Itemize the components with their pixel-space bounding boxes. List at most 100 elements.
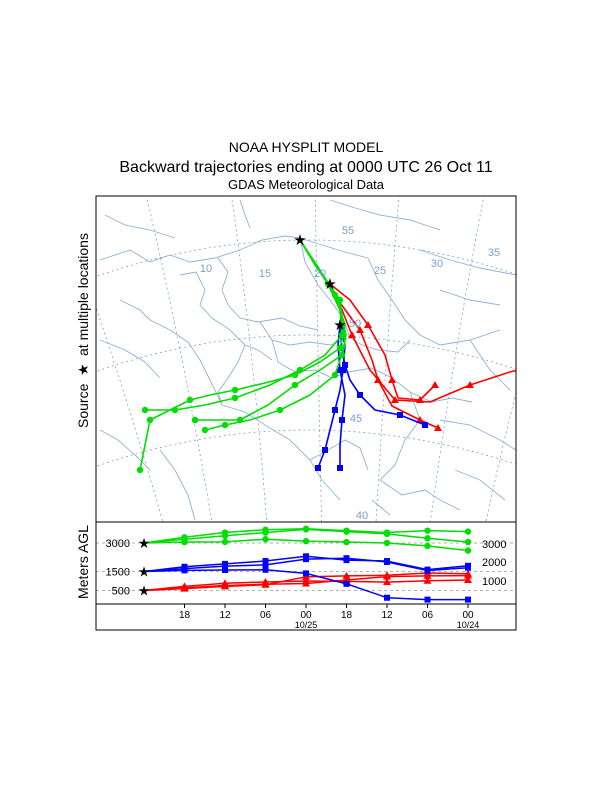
trajectory-line	[337, 324, 346, 468]
source-label-group: Source ★ at multiple locations	[75, 233, 91, 428]
start-star: ★	[138, 535, 151, 551]
square-marker	[342, 362, 348, 368]
square-marker	[332, 407, 338, 413]
time-tick-label: 18	[341, 610, 353, 621]
circle-marker	[231, 386, 239, 394]
triangle-marker	[536, 361, 544, 368]
country-border	[179, 271, 206, 306]
time-tick-label: 12	[219, 610, 231, 621]
source-star: ★	[323, 276, 336, 293]
triangle-marker	[558, 361, 566, 368]
circle-marker	[302, 526, 310, 533]
square-marker	[357, 392, 363, 398]
time-tick-label: 00	[462, 610, 474, 621]
height-axis-label: Meters AGL	[75, 525, 91, 599]
square-marker	[181, 565, 188, 572]
square-marker	[322, 447, 328, 453]
circle-marker	[424, 542, 431, 550]
country-border	[419, 249, 516, 276]
chart-subtitle: Backward trajectories ending at 0000 UTC…	[119, 159, 492, 176]
square-marker	[343, 580, 350, 587]
triangle-marker	[416, 416, 424, 423]
height-series: ★ ★ ★	[138, 525, 472, 603]
source-star-symbol: ★	[75, 363, 91, 376]
circle-marker	[383, 530, 391, 538]
square-marker	[424, 567, 431, 574]
square-marker	[397, 412, 403, 418]
latitude-label: 45	[350, 413, 362, 425]
right-height-label: 3000	[482, 539, 506, 551]
chart-title: NOAA HYSPLIT MODEL	[229, 139, 384, 155]
circle-marker	[464, 528, 472, 535]
triangle-marker	[342, 571, 351, 579]
square-marker	[339, 417, 345, 423]
country-border	[259, 321, 351, 346]
left-height-label: 1500	[106, 567, 130, 579]
latitude-label: 50	[349, 318, 361, 330]
circle-marker	[464, 538, 472, 546]
circle-marker	[336, 344, 344, 352]
triangle-marker	[391, 396, 399, 403]
time-tick-label: 06	[422, 610, 434, 621]
circle-marker	[343, 538, 350, 546]
meridian-line	[96, 306, 164, 522]
circle-marker	[141, 406, 149, 414]
circle-marker	[186, 396, 194, 404]
right-height-label: 2000	[482, 557, 506, 569]
circle-marker	[302, 537, 310, 545]
height-axis-labels: 3000 1500 500 3000 2000 1000	[106, 538, 507, 598]
country-border	[439, 289, 501, 306]
circle-marker	[464, 547, 472, 554]
trajectory-line	[329, 283, 436, 401]
triangle-marker	[431, 381, 439, 388]
triangle-marker	[383, 571, 391, 579]
country-border	[379, 391, 421, 481]
map-boundaries	[99, 199, 516, 521]
country-border	[199, 304, 273, 361]
country-border	[217, 344, 246, 406]
triangle-marker	[356, 326, 364, 333]
source-label-suffix: at multiple locations	[75, 233, 91, 356]
circle-marker	[424, 527, 431, 534]
country-border	[99, 235, 369, 263]
square-marker	[384, 559, 390, 565]
trajectory-line	[145, 239, 343, 411]
circle-marker	[181, 538, 188, 546]
square-marker	[222, 566, 228, 573]
longitude-label: 20	[314, 268, 326, 280]
country-border	[239, 199, 251, 229]
trajectory-paths: ★ ★ ★	[136, 232, 566, 474]
start-star: ★	[138, 564, 151, 580]
triangle-marker	[221, 582, 229, 590]
triangle-marker	[364, 321, 372, 328]
circle-marker	[276, 406, 284, 414]
circle-marker	[291, 381, 299, 389]
longitude-label: 25	[374, 265, 386, 277]
map-grid-labels: 10 15 20 25 30 35 55 50 45 40	[200, 225, 500, 522]
square-marker	[262, 561, 269, 568]
meridian-line	[314, 196, 323, 522]
circle-marker	[191, 416, 199, 424]
triangle-marker	[261, 580, 270, 588]
country-border	[104, 214, 176, 239]
parallel-line	[96, 334, 516, 372]
country-border	[329, 199, 441, 231]
meridian-line	[231, 196, 268, 522]
time-tick-label: 00	[300, 610, 312, 621]
triangle-marker	[180, 584, 189, 592]
square-marker	[465, 596, 471, 603]
square-marker	[262, 566, 269, 573]
latitude-label: 55	[342, 225, 354, 237]
left-height-label: 3000	[106, 538, 130, 550]
circle-marker	[231, 394, 239, 402]
circle-marker	[424, 535, 431, 542]
longitude-label: 10	[200, 263, 212, 275]
left-height-label: 500	[112, 586, 130, 598]
meridian-line	[430, 196, 485, 522]
square-marker	[315, 465, 321, 471]
country-border	[99, 429, 151, 471]
square-marker	[465, 564, 471, 571]
circle-marker	[262, 529, 269, 536]
time-date-label: 10/24	[457, 620, 480, 630]
